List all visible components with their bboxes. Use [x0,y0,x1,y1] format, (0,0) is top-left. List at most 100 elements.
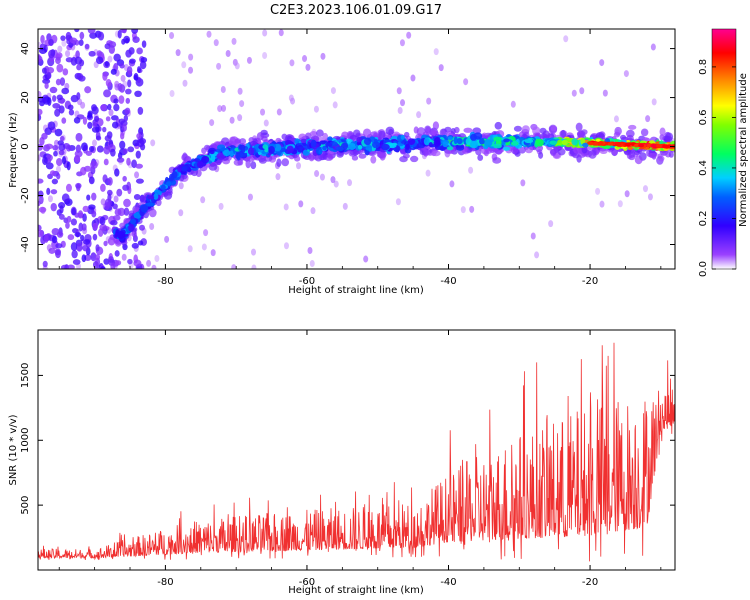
heatmap-cell [48,247,56,254]
heatmap-cell [320,52,326,60]
heatmap-cell [169,32,175,40]
heatmap-cell [46,66,55,74]
heatmap-cell [613,131,621,138]
heatmap-cell [90,252,97,262]
heatmap-cell [406,31,412,39]
heatmap-cell [128,223,135,232]
heatmap-cell [144,202,154,207]
heatmap-cell [102,126,107,133]
heatmap-cell [563,35,569,43]
heatmap-cell [363,137,372,146]
heatmap-cell [425,126,431,136]
heatmap-cell [55,243,63,249]
heatmap-cell [128,58,136,64]
colorbar-tick-label: 0.0 [698,261,709,277]
heatmap-cell [218,202,224,210]
heatmap-cell [181,165,188,172]
heatmap-cell [206,30,212,38]
heatmap-cell [535,138,544,147]
heatmap-cell [58,149,65,156]
heatmap-cell [127,79,132,88]
heatmap-cell [67,234,75,241]
heatmap-cell [503,138,510,143]
heatmap-cell [316,129,324,137]
heatmap-cell [52,145,59,151]
heatmap-cell [595,187,601,195]
heatmap-cell [77,98,83,106]
heatmap-cell [263,119,269,127]
heatmap-cell [548,220,554,228]
heatmap-cell [110,68,117,75]
snr-xtick-label: -80 [157,577,173,588]
heatmap-cell [178,209,184,217]
heatmap-cell [566,137,573,143]
heatmap-cell [122,184,130,191]
heatmap-cell [88,204,96,210]
heatmap-cell [75,182,82,189]
heatmap-cell [95,244,100,252]
heatmap-cell [121,123,127,132]
heatmap-cell [237,87,243,95]
heatmap-cell [56,63,64,73]
heatmap-cell [61,117,67,124]
heatmap-cell [628,124,637,130]
heatmap-cell [71,250,78,259]
heatmap-cell [137,66,142,73]
heatmap-cell [201,243,207,251]
heatmap-cell [116,157,125,163]
heatmap-cell [358,153,367,159]
heatmap-cell [169,89,175,97]
heatmap-cell [104,61,109,67]
heatmap-cell [111,121,119,129]
heatmap-cell [188,66,194,74]
heatmap-cell [260,108,266,116]
heatmap-cell [642,185,648,193]
heatmap-cell [479,138,485,145]
heatmap-cell [102,174,108,183]
heatmap-cell [133,194,141,200]
colorbar: 0.0 0.2 0.4 0.6 0.8 Normalized spectral ampl… [698,28,749,277]
heatmap-cell [61,156,67,165]
heatmap-cell [122,148,128,155]
heatmap-cell [150,139,156,147]
heatmap-cell [130,218,137,225]
heatmap-cell [237,114,243,122]
heatmap-cell [250,140,258,146]
heatmap-cell [49,86,58,94]
heatmap-cell [171,171,178,179]
heatmap-cell [42,260,48,268]
heatmap-cell [56,172,61,180]
heatmap-cell [88,50,96,57]
heatmap-cell [38,55,43,63]
heatmap-cell [133,74,138,80]
heatmap-cell [103,258,110,265]
snr-ytick-label: 1000 [20,428,31,453]
heatmap-cell [220,85,226,93]
heatmap-cell [163,191,173,200]
heatmap-cell [221,104,227,112]
heatmap-cell [587,141,594,146]
spectrogram-ytick-label: 20 [20,91,31,104]
heatmap-cell [229,136,239,146]
heatmap-cell [283,203,289,211]
heatmap-cell [117,82,123,92]
heatmap-cell [147,195,155,200]
heatmap-cell [86,194,91,201]
heatmap-cell [582,142,589,148]
heatmap-cell [182,79,188,87]
heatmap-cell [120,74,126,82]
heatmap-cell [302,55,308,63]
heatmap-cell [57,45,63,53]
heatmap-cell [633,143,640,148]
heatmap-cell [96,145,104,153]
heatmap-cell [38,229,44,238]
heatmap-cell [140,56,148,63]
heatmap-cell [410,74,416,82]
heatmap-cell [492,157,502,164]
heatmap-cell [148,208,157,218]
heatmap-cell [385,126,395,136]
heatmap-cell [363,255,369,263]
heatmap-cell [137,240,144,246]
spectrogram-xtick-label: -80 [157,276,173,287]
